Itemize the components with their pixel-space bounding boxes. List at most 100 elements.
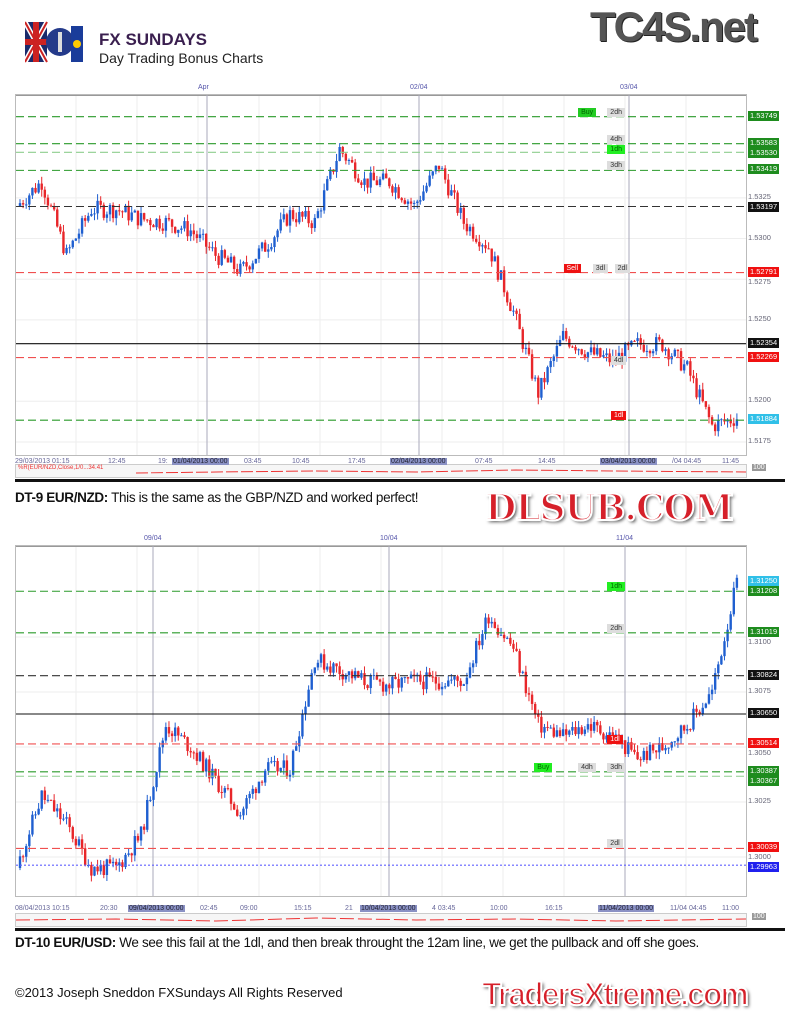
candle	[142, 826, 146, 830]
candle	[571, 346, 574, 348]
candle	[93, 213, 96, 215]
candle	[62, 231, 65, 254]
candle	[335, 663, 338, 667]
candle	[704, 401, 708, 407]
candle	[496, 628, 500, 635]
candle	[518, 313, 521, 330]
candle	[471, 663, 475, 668]
candle	[589, 724, 593, 731]
candle	[267, 762, 270, 771]
candle	[90, 865, 93, 876]
candle	[468, 226, 472, 232]
price-level-label: 1.30039	[748, 842, 780, 853]
time-label: 17:45	[348, 458, 366, 465]
candle	[726, 629, 729, 642]
candle	[465, 677, 469, 685]
eurusd-chart[interactable]: 1dh 2dh 1dl Buy 4dh 3dh 2dl	[15, 545, 747, 897]
candle	[192, 230, 195, 235]
candle	[565, 729, 568, 735]
price-level-label: 1.52791	[748, 266, 780, 277]
candle	[558, 730, 562, 737]
candle	[686, 361, 689, 365]
level-tag: 3dl	[592, 263, 609, 273]
price-level-label: 1.29963	[748, 862, 780, 873]
level-tag: 2dh	[607, 623, 625, 633]
candle	[561, 331, 565, 340]
candle	[136, 836, 140, 841]
candle	[521, 671, 524, 673]
candle	[682, 725, 686, 731]
level-tag: 1dh	[607, 144, 625, 154]
candle	[149, 220, 152, 226]
price-tick-label: 1.5275	[748, 276, 771, 286]
candle	[735, 419, 739, 426]
candle	[177, 229, 180, 233]
time-label: 03/04/2013 00:00	[600, 458, 657, 465]
level-tag: 2dh	[607, 107, 625, 117]
candle	[115, 861, 118, 866]
level-tag: 4dh	[607, 134, 625, 144]
candle	[77, 233, 81, 239]
candle	[388, 178, 391, 187]
candle	[248, 793, 251, 799]
candle	[577, 727, 580, 735]
candle	[242, 808, 245, 816]
candle	[484, 245, 487, 249]
candle	[139, 826, 143, 841]
candle	[130, 853, 133, 856]
candle	[533, 703, 537, 714]
price-tick-label: 1.5325	[748, 191, 771, 201]
candle	[710, 689, 714, 695]
candle	[170, 219, 174, 227]
candle	[565, 331, 568, 339]
price-level-label: 1.31208	[748, 586, 780, 596]
indicator-max: 100	[752, 913, 766, 920]
candle	[555, 730, 559, 737]
candle	[270, 761, 273, 763]
candle	[18, 203, 22, 207]
candle	[658, 743, 661, 753]
candle	[338, 666, 341, 675]
candle	[568, 338, 571, 347]
day-label: Apr	[198, 84, 209, 91]
candle	[127, 205, 130, 221]
price-tick-label: 1.5300	[748, 232, 771, 242]
candle	[561, 729, 565, 737]
candle	[664, 349, 667, 352]
level-tag: 3dh	[607, 161, 625, 171]
candle	[627, 742, 630, 755]
eurnzd-chart[interactable]: Buy 2dh 4dh 1dh 3dh Sell 3dl 2dl 4dl 1dl	[15, 94, 747, 456]
candle	[713, 673, 717, 690]
candle	[378, 179, 382, 186]
candle	[431, 676, 434, 678]
candle	[229, 788, 233, 804]
candle	[217, 255, 220, 265]
candle	[307, 210, 310, 224]
candle	[357, 178, 360, 183]
candle	[21, 203, 25, 205]
candle	[288, 774, 292, 777]
candle	[447, 680, 450, 687]
candle	[475, 238, 478, 242]
candle	[164, 727, 168, 741]
candle	[220, 791, 223, 793]
candle	[375, 180, 379, 186]
candle	[540, 377, 543, 398]
candle	[406, 201, 410, 204]
price-tick-label: 1.3050	[748, 747, 771, 757]
candle	[52, 800, 56, 812]
candle	[717, 664, 720, 674]
candle	[49, 799, 53, 801]
candle	[527, 693, 531, 695]
candle	[462, 684, 465, 686]
candle	[186, 221, 189, 237]
candle	[46, 197, 50, 206]
candle	[83, 218, 87, 221]
candle	[130, 212, 133, 221]
candle	[403, 677, 407, 679]
candle	[400, 198, 403, 201]
candle	[341, 674, 344, 680]
candle	[273, 237, 276, 248]
level-tag: 4dh	[578, 762, 596, 772]
candle	[310, 673, 313, 690]
